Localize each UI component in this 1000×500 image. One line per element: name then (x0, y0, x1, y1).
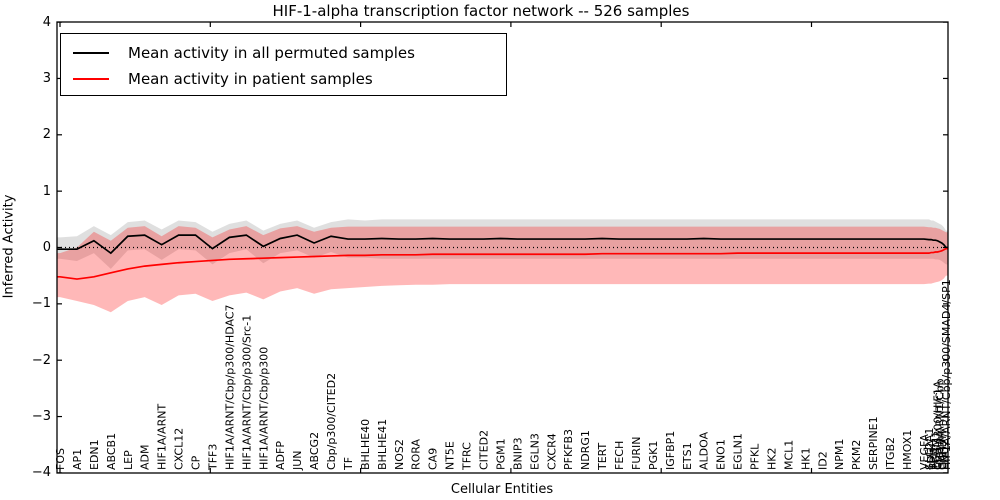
x-category-label: PFKL (749, 443, 762, 470)
x-category-label: ABCB1 (105, 433, 118, 470)
x-category-label: ALDOA (698, 431, 711, 470)
x-category-label: HIF1A/ARNT/Cbp/p300 (257, 347, 270, 470)
x-category-labels: FOS AP1 EDN1 ABCB1 LEP ADM HIF1A/ARNT CXCL12 CP T… (54, 279, 953, 471)
y-tick-label: 2 (42, 127, 51, 143)
x-category-label: ADFP (274, 441, 287, 470)
x-category-label: CXCR4 (545, 433, 558, 470)
x-category-label: Cbp/p300/CITED2 (325, 373, 338, 470)
x-category-label: IGFBP1 (664, 431, 677, 470)
x-category-label: BNIP3 (511, 437, 524, 470)
x-category-label: PGM1 (494, 438, 507, 470)
x-category-label: TERT (596, 442, 609, 471)
x-category-label: MCL1 (782, 440, 795, 470)
y-tick-label: 0 (42, 240, 51, 255)
x-category-label: TPI1 (927, 446, 940, 471)
x-category-label: ID2 (816, 451, 829, 470)
patient-mean-line (57, 247, 948, 280)
x-category-label: ETS1 (681, 442, 694, 470)
y-tick-label: −1 (31, 296, 51, 312)
legend: Mean activity in all permuted samples Me… (60, 33, 507, 96)
x-category-label: ITGB2 (884, 437, 897, 470)
y-tick-label: 1 (42, 183, 51, 199)
permuted-confidence-band (57, 219, 948, 269)
confidence-bands (57, 219, 948, 313)
x-category-label: NDRG1 (579, 430, 592, 470)
tick-marks (57, 21, 948, 474)
x-category-label: FECH (613, 441, 626, 470)
x-category-label: PFKFB3 (562, 429, 575, 470)
x-category-label: PKM2 (850, 440, 863, 470)
x-category-label: BHLHE40 (359, 419, 372, 470)
x-category-label: ADM (139, 445, 152, 471)
x-category-label: JUN (291, 450, 304, 471)
y-tick-label: −4 (31, 465, 51, 481)
y-tick-label: 3 (42, 70, 51, 86)
x-category-label: SERPINE1 (867, 416, 880, 470)
legend-entry-permuted: Mean activity in all permuted samples (61, 40, 506, 66)
x-category-label: ABCG2 (308, 432, 321, 470)
permuted-line-swatch (73, 52, 109, 54)
x-category-label: CXCL12 (173, 428, 186, 470)
x-category-label: LDHA (925, 439, 938, 470)
chart-title: HIF-1-alpha transcription factor network… (272, 2, 690, 20)
x-category-label: ENO1 (715, 439, 728, 470)
x-category-label: FURIN (630, 437, 643, 471)
patient-line-swatch (73, 78, 109, 80)
x-category-label: PGK1 (647, 441, 660, 470)
legend-label: Mean activity in all permuted samples (128, 44, 415, 62)
x-category-label: HMOX1 (901, 430, 914, 470)
x-category-label: FOS (54, 448, 67, 470)
x-category-label: HIF1A/ARNT/Cbp/p300/Src-1 (240, 315, 253, 470)
x-category-label: HIF1A/ARNT (156, 404, 169, 470)
x-category-label: EGLN3 (528, 433, 541, 470)
x-category-label: VEGFA (918, 434, 931, 470)
x-category-label: TF (342, 457, 355, 471)
legend-entry-patient: Mean activity in patient samples (61, 66, 506, 92)
x-category-label: HK1 (799, 448, 812, 470)
x-category-label: GAPDH (936, 431, 949, 470)
x-category-label: CA9 (427, 448, 440, 470)
y-tick-label: −3 (31, 409, 51, 425)
x-category-label: HK2 (765, 448, 778, 470)
x-category-label: EDN1 (88, 439, 101, 470)
x-category-label: HIF1A/ARNT/Cbp/p300/HDAC7 (223, 305, 236, 471)
x-category-label: NT5E (444, 441, 457, 470)
x-category-label: EGLN1 (732, 433, 745, 470)
x-category-label: AP1 (71, 449, 84, 470)
x-category-label: HIF1A/ARNT/Cbp (934, 378, 947, 470)
x-category-label: RORA (410, 439, 423, 470)
x-axis-label: Cellular Entities (450, 482, 554, 497)
x-category-label: LEP (122, 450, 135, 470)
y-tick-label: 4 (42, 14, 51, 30)
x-category-label: BHLHE41 (376, 419, 389, 470)
permuted-mean-line (57, 234, 948, 255)
x-category-label: Cbp/p300/HIF1A (932, 380, 945, 470)
x-category-label: NPM1 (833, 439, 846, 470)
x-category-label: HIF1A/ARNT/Cbp/p300/SMAD4/SP1 (940, 279, 953, 470)
x-category-label: NOS2 (393, 439, 406, 470)
x-category-label: SLC2A1 (923, 428, 936, 470)
legend-label: Mean activity in patient samples (128, 70, 373, 88)
x-category-label: TFF3 (206, 444, 219, 471)
x-category-label: PGAM1 (929, 431, 942, 470)
x-category-label: CP (190, 455, 203, 470)
x-category-label: CITED2 (478, 430, 491, 470)
y-tick-label: −2 (31, 352, 51, 368)
x-category-label: TFRC (461, 442, 474, 471)
